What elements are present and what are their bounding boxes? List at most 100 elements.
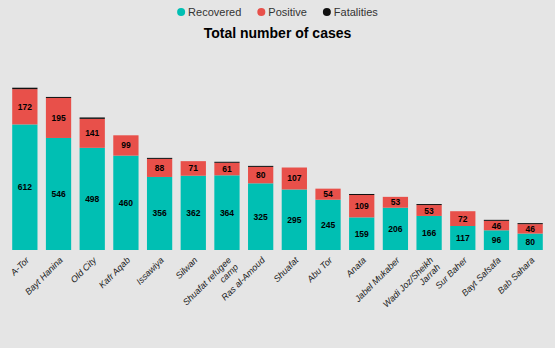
data-label: 612	[18, 182, 32, 192]
bar-segment	[113, 135, 138, 136]
bar-segment	[214, 162, 239, 163]
bar-segment	[248, 166, 273, 167]
data-label: 141	[85, 128, 99, 138]
x-tick-label: Bayt Safsafa	[460, 255, 503, 298]
bar-segment	[349, 195, 374, 217]
x-tick-label: Anata	[343, 255, 367, 279]
bar-segment	[113, 156, 138, 250]
legend-marker	[257, 8, 265, 16]
legend-marker	[323, 8, 331, 16]
legend-marker	[177, 8, 185, 16]
bar-segment	[46, 138, 71, 250]
bar-segment	[80, 119, 105, 148]
x-tick-label: Wadi Joz/SheikhJarrah	[381, 255, 442, 316]
legend-label: Recovered	[188, 6, 241, 18]
bar-segment	[484, 221, 509, 230]
x-tick-label: Issawiya	[134, 255, 165, 286]
bar-segment	[248, 183, 273, 250]
data-label: 172	[18, 102, 32, 112]
bar-segment	[80, 117, 105, 118]
data-label: 80	[256, 170, 266, 180]
x-tick-label: Ras al-Amoud	[219, 254, 267, 302]
data-label: 325	[254, 212, 268, 222]
bar-segment	[181, 176, 206, 250]
bar-segment	[147, 177, 172, 250]
bar-segment	[518, 224, 543, 233]
data-label: 362	[186, 208, 200, 218]
bar-segment	[181, 161, 206, 162]
x-tick-label: Silwan	[174, 255, 200, 281]
bar-segment	[450, 226, 475, 250]
data-label: 46	[525, 224, 535, 234]
data-label: 460	[119, 198, 133, 208]
data-label: 71	[189, 163, 199, 173]
bar-segment	[416, 205, 441, 216]
data-label: 195	[51, 113, 65, 123]
bar-segment	[113, 135, 138, 155]
legend-item: Recovered	[177, 6, 241, 18]
bar-segment	[46, 98, 71, 138]
bar-segment	[80, 148, 105, 250]
data-label: 206	[388, 224, 402, 234]
bar-segment	[214, 163, 239, 176]
data-label: 88	[155, 163, 165, 173]
bar-segment	[12, 88, 37, 89]
x-tick-label: Bab Sahara	[496, 255, 537, 296]
data-label: 80	[525, 237, 535, 247]
bar-segment	[349, 194, 374, 195]
data-label: 364	[220, 208, 234, 218]
chart: Recovered Positive Fatalities Total number …	[0, 0, 555, 348]
bars	[12, 88, 543, 250]
bar-segment	[450, 211, 475, 226]
x-tick-label: Kafr Aqab	[97, 255, 132, 290]
title: Total number of cases	[204, 25, 352, 41]
bar-segment	[12, 124, 37, 250]
legend-label: Fatalities	[334, 6, 379, 18]
data-label: 159	[355, 229, 369, 239]
bar-segment	[518, 234, 543, 250]
bar-segment	[214, 175, 239, 250]
data-label: 295	[287, 215, 301, 225]
data-label: 546	[51, 189, 65, 199]
data-label: 46	[492, 221, 502, 231]
bar-segment	[484, 230, 509, 250]
bar-segment	[282, 168, 307, 190]
data-label: 72	[458, 214, 468, 224]
x-tick-label: Old City	[69, 255, 99, 285]
x-tick-label: Shuafat	[272, 255, 301, 284]
data-label: 117	[456, 233, 470, 243]
bar-segment	[282, 167, 307, 168]
legend-item: Positive	[257, 6, 307, 18]
data-label: 107	[287, 173, 301, 183]
bar-segment	[416, 216, 441, 250]
data-labels: 6121725461954981414609935688362713646132…	[18, 102, 535, 247]
legend-label: Positive	[268, 6, 307, 18]
bar-segment	[248, 167, 273, 183]
bar-segment	[315, 200, 340, 250]
bar-segment	[349, 217, 374, 250]
data-label: 53	[424, 206, 434, 216]
data-label: 96	[492, 235, 502, 245]
bar-segment	[315, 189, 340, 200]
bar-segment	[46, 97, 71, 98]
bar-segment	[147, 158, 172, 159]
bar-segment	[147, 159, 172, 177]
data-label: 356	[153, 208, 167, 218]
bar-segment	[12, 89, 37, 124]
x-tick-label: Abu Tor	[304, 254, 335, 285]
x-axis: A-TorBayt HaninaOld CityKafr AqabIssawiy…	[8, 254, 536, 316]
bar-segment	[383, 208, 408, 250]
bar-segment	[450, 211, 475, 212]
data-label: 99	[121, 140, 131, 150]
background	[0, 0, 555, 348]
legend-item: Fatalities	[323, 6, 379, 18]
data-label: 245	[321, 220, 335, 230]
data-label: 166	[422, 228, 436, 238]
legend: Recovered Positive Fatalities	[177, 6, 378, 18]
data-label: 53	[391, 197, 401, 207]
x-tick-label: Bayt Hanina	[23, 255, 65, 297]
data-label: 498	[85, 194, 99, 204]
bar-segment	[181, 161, 206, 176]
x-tick-label: A-Tor	[8, 254, 32, 278]
data-label: 109	[355, 201, 369, 211]
